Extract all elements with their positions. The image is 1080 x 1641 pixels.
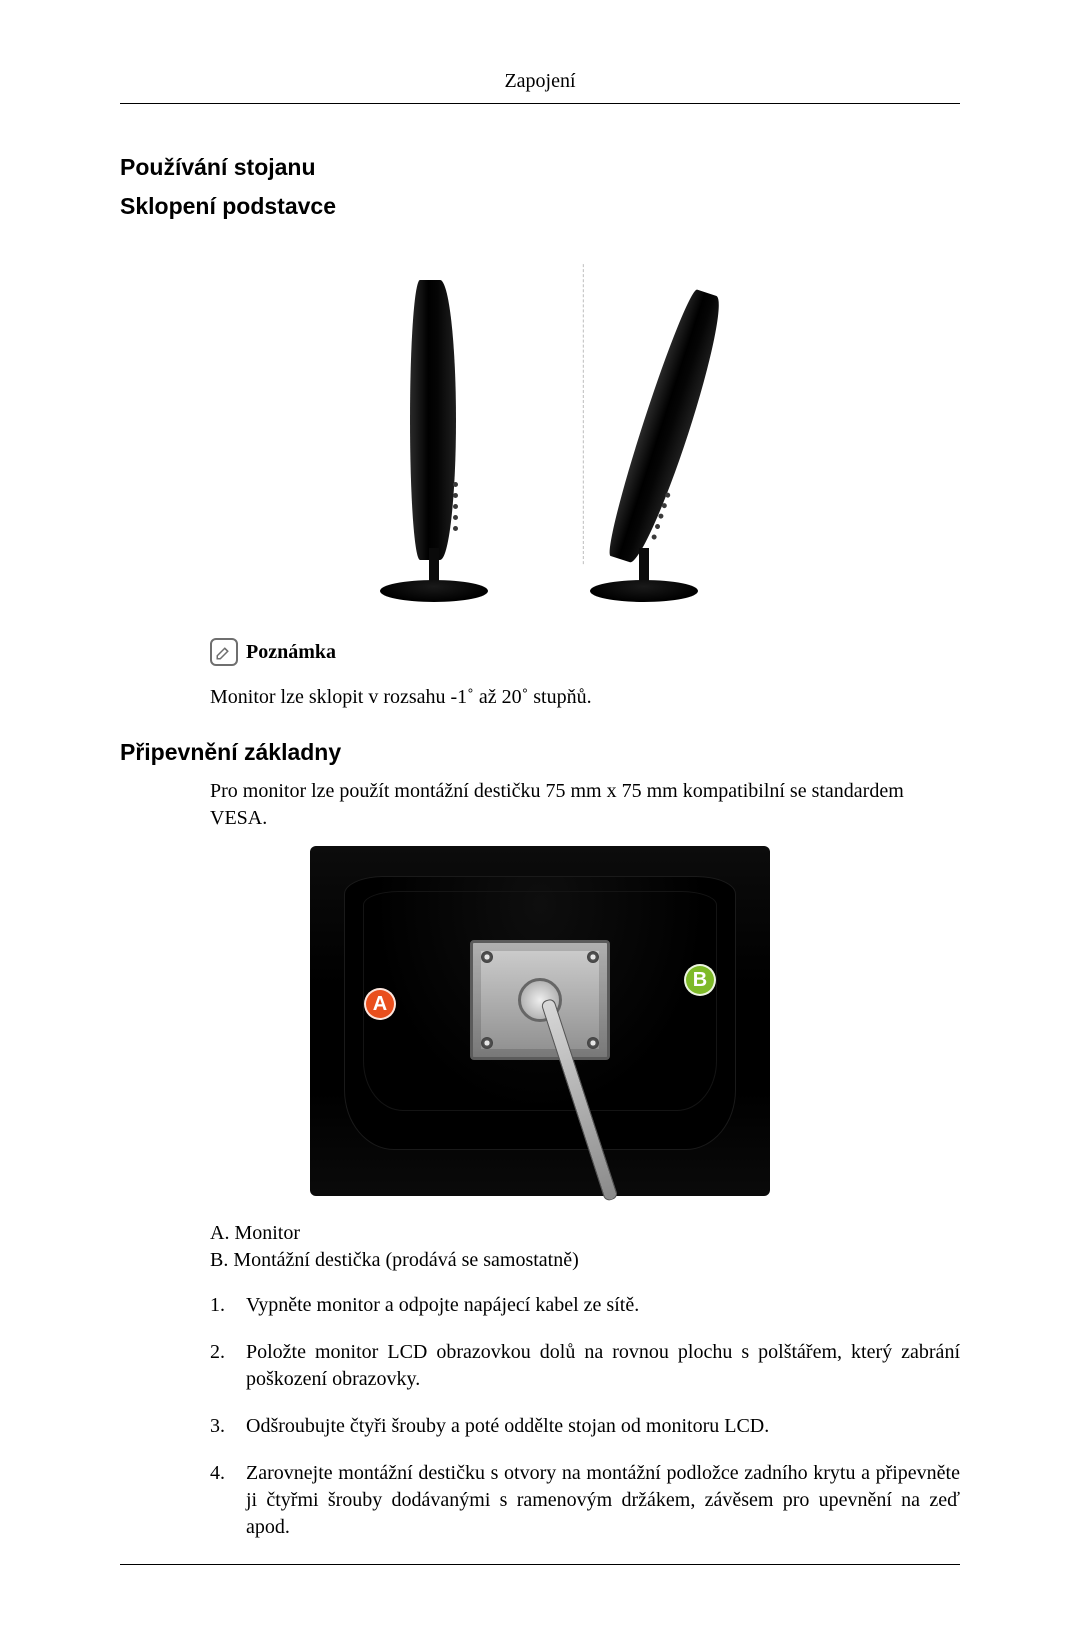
page-header-title: Zapojení xyxy=(120,70,960,104)
legend-a: A. Monitor xyxy=(210,1222,960,1245)
page-footer-rule xyxy=(120,1564,960,1565)
step-item: Zarovnejte montážní destičku s otvory na… xyxy=(210,1460,960,1561)
figure-label-b: B xyxy=(684,964,716,996)
vesa-plate-icon xyxy=(470,940,610,1060)
vesa-intro-text: Pro monitor lze použít montážní destičku… xyxy=(210,778,960,832)
note-row: Poznámka xyxy=(210,638,960,666)
heading-mount-base: Připevnění základny xyxy=(120,739,960,766)
screw-hole-icon xyxy=(481,951,493,963)
pencil-note-icon xyxy=(210,638,238,666)
monitor-side-tilted xyxy=(570,268,720,608)
figure-legend: A. Monitor B. Montážní destička (prodává… xyxy=(210,1222,960,1272)
steps-list: Vypněte monitor a odpojte napájecí kabel… xyxy=(210,1292,960,1561)
step-item: Položte monitor LCD obrazovkou dolů na r… xyxy=(210,1339,960,1413)
monitor-side-upright xyxy=(360,268,510,608)
screw-hole-icon xyxy=(587,1037,599,1049)
page: Zapojení Používání stojanu Sklopení pods… xyxy=(0,0,1080,1641)
note-text: Monitor lze sklopit v rozsahu -1˚ až 20˚… xyxy=(210,684,960,711)
monitor-body-icon xyxy=(410,280,456,560)
step-item: Vypněte monitor a odpojte napájecí kabel… xyxy=(210,1292,960,1339)
legend-b: B. Montážní destička (prodává se samosta… xyxy=(210,1249,960,1272)
figure-tilt-angle xyxy=(320,238,760,608)
monitor-base-icon xyxy=(590,580,698,602)
monitor-base-icon xyxy=(380,580,488,602)
step-item: Odšroubujte čtyři šrouby a poté oddělte … xyxy=(210,1413,960,1460)
tilt-guide-line-icon xyxy=(583,264,585,564)
monitor-buttons-icon xyxy=(453,482,458,531)
monitor-body-icon xyxy=(601,287,731,568)
figure-label-a: A xyxy=(364,988,396,1020)
heading-stand-use: Používání stojanu xyxy=(120,154,960,181)
screw-hole-icon xyxy=(587,951,599,963)
note-label: Poznámka xyxy=(246,641,336,664)
screw-hole-icon xyxy=(481,1037,493,1049)
heading-stand-fold: Sklopení podstavce xyxy=(120,193,960,220)
figure-vesa-mount: A B xyxy=(310,846,770,1196)
monitor-buttons-icon xyxy=(651,492,671,540)
